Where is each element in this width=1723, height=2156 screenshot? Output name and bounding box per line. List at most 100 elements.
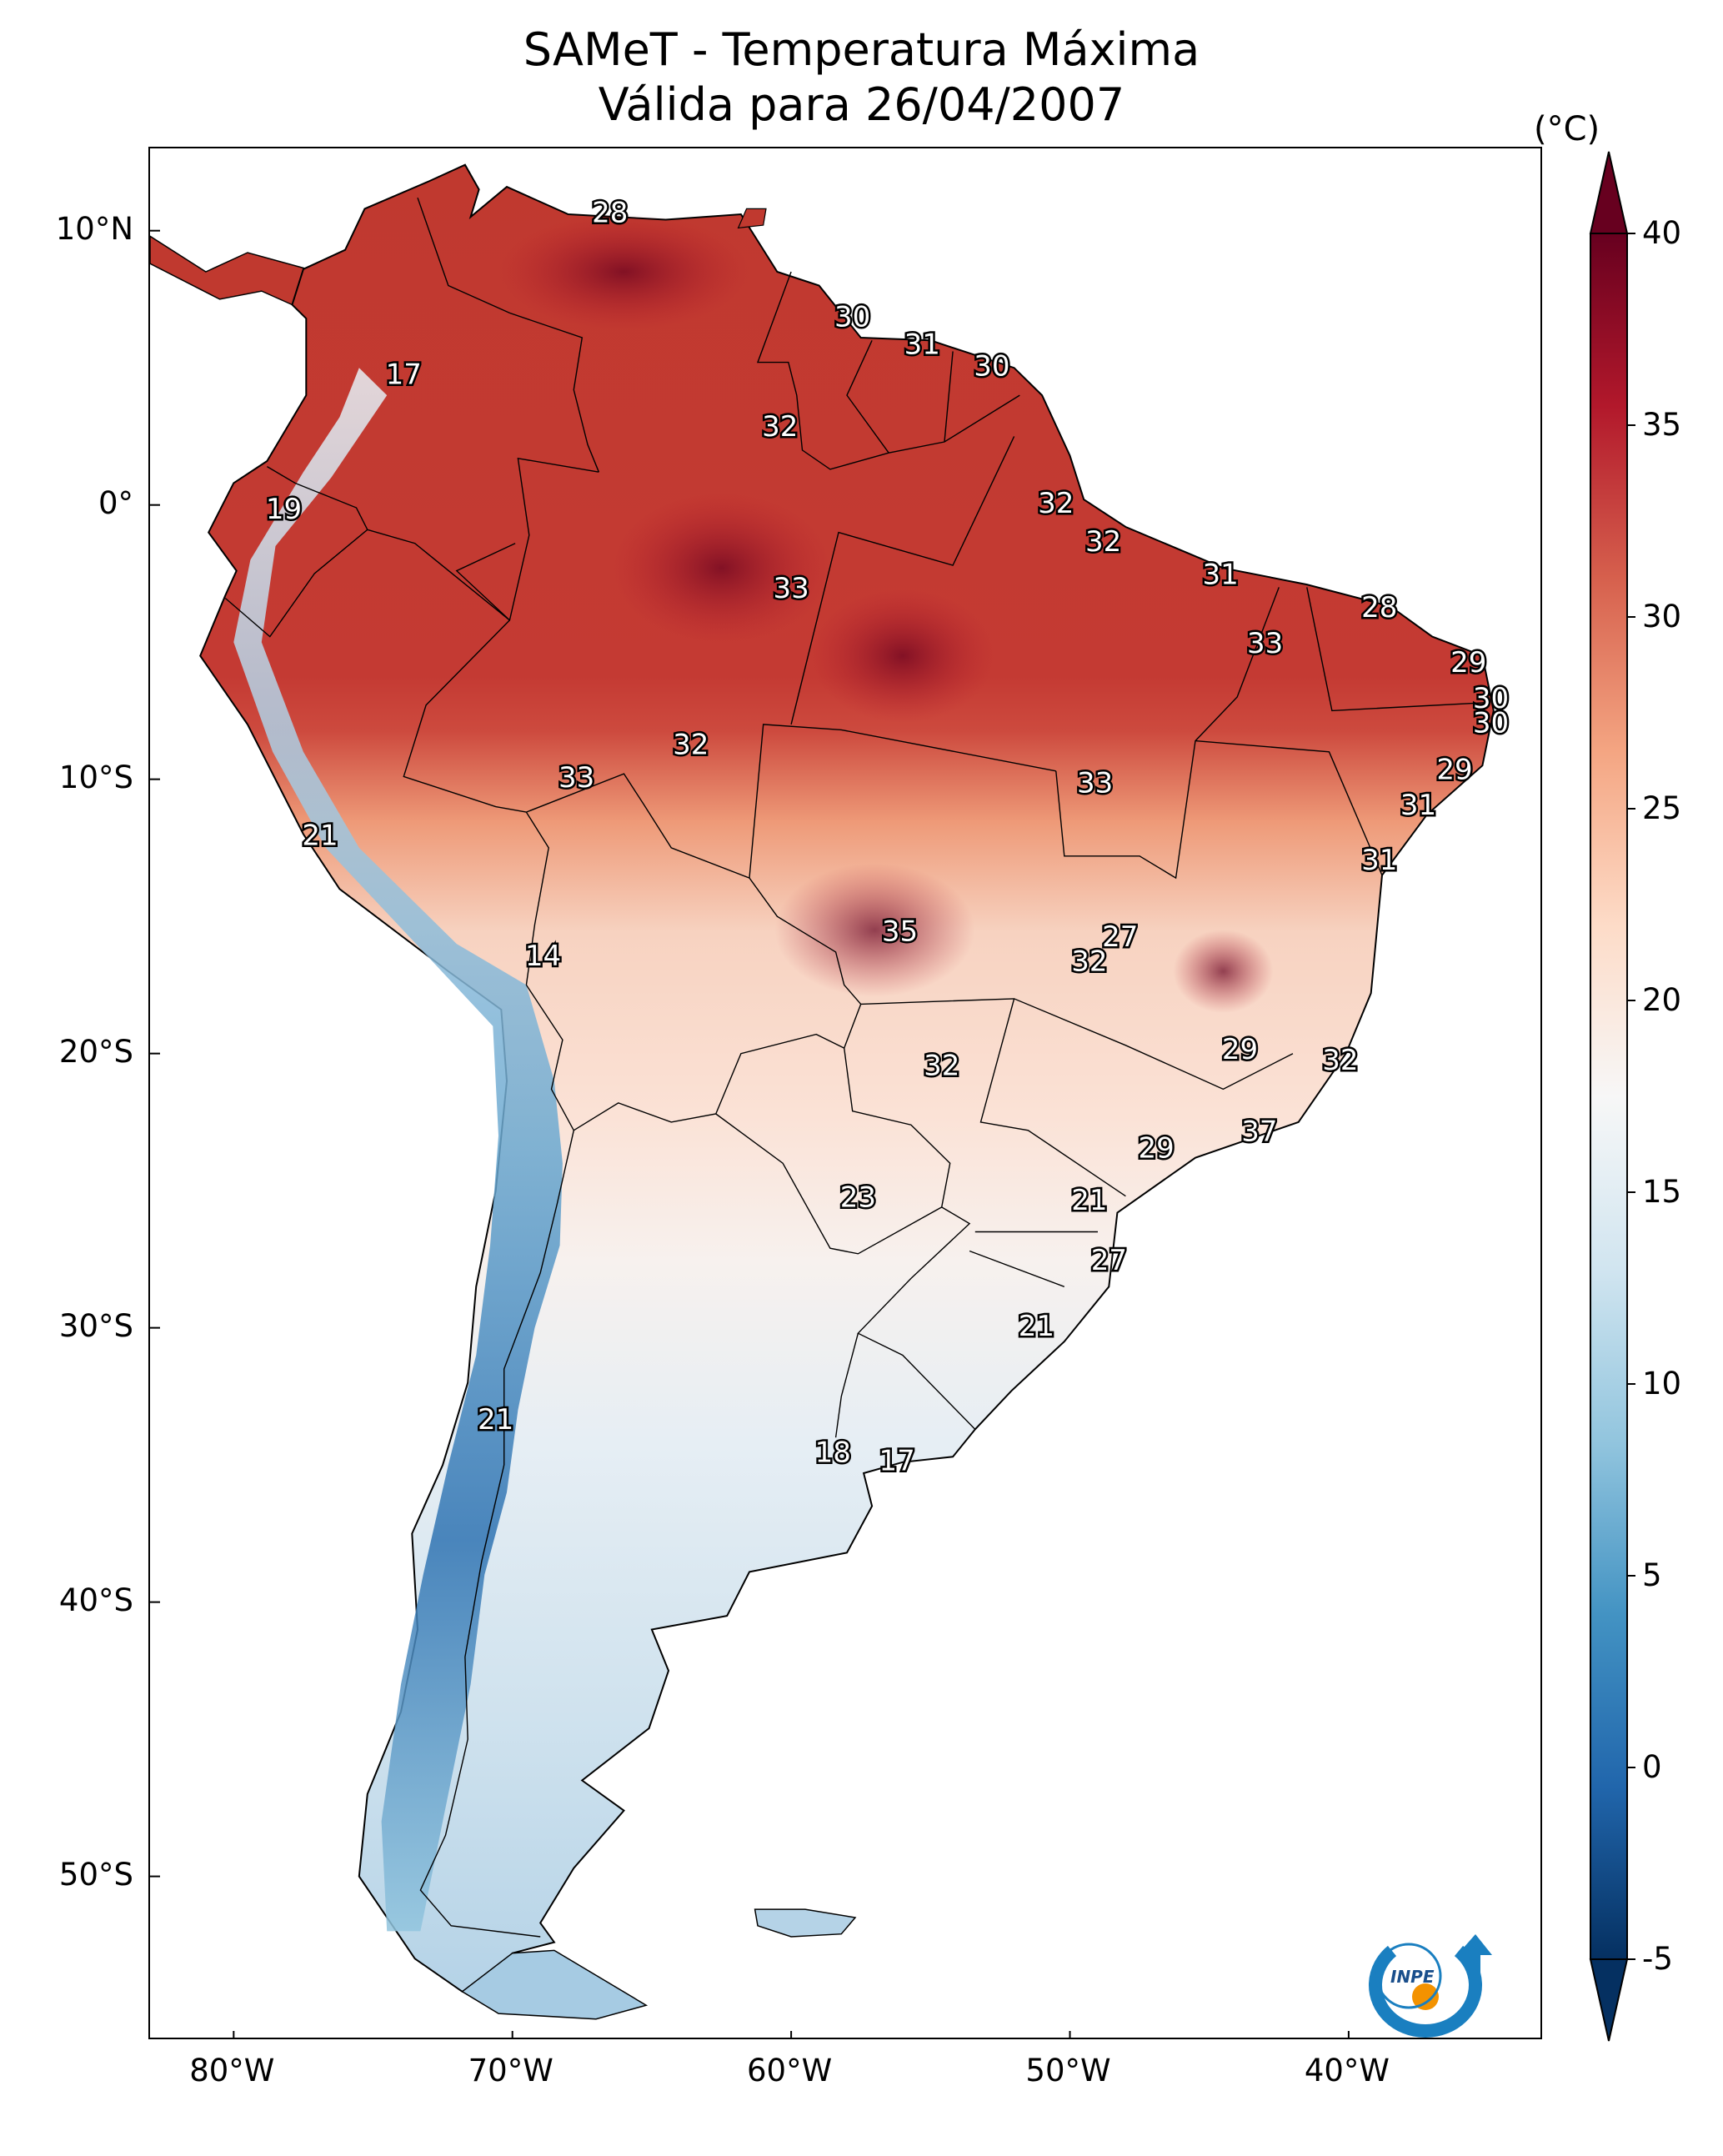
hot-spot [1173, 929, 1274, 1013]
colorbar-unit: (°C) [1534, 110, 1600, 148]
country-state-border [403, 457, 599, 813]
country-state-border [1306, 587, 1489, 712]
lat-tick-label: 10°N [55, 210, 133, 247]
hot-spot [498, 213, 749, 331]
country-state-border [834, 1333, 859, 1438]
map-title: SAMeT - Temperatura Máxima [523, 23, 1200, 76]
station-value-label: 32 [673, 729, 709, 762]
station-value-label: 30 [974, 350, 1009, 384]
colorbar-tick-label: 40 [1642, 215, 1682, 251]
station-value-label: 30 [1473, 682, 1509, 715]
country-state-border [756, 271, 1020, 470]
country-state-border [749, 724, 1056, 879]
lat-tick-label: 40°S [58, 1582, 133, 1618]
colorbar-tick-label: 10 [1642, 1366, 1682, 1401]
country-state-border [857, 1206, 976, 1430]
colorbar-tick-label: -5 [1642, 1941, 1673, 1977]
lat-tick-label: 20°S [58, 1033, 133, 1070]
logo-text: INPE [1390, 1967, 1435, 1987]
station-value-label: 23 [840, 1181, 876, 1215]
country-state-border [1055, 587, 1280, 880]
colorbar-tick-label: 30 [1642, 599, 1682, 634]
station-value-label: 21 [1019, 1310, 1054, 1343]
station-value-label: 21 [478, 1403, 513, 1436]
country-state-border [790, 436, 1015, 725]
station-value-label: 31 [904, 328, 940, 361]
country-state-border [419, 1130, 574, 1938]
colorbar [1589, 151, 1635, 2042]
station-value-label: 29 [1139, 1131, 1175, 1165]
station-value-label: 31 [1361, 844, 1397, 877]
station-value-label: 28 [1361, 591, 1397, 624]
central-america-land [150, 235, 318, 306]
country-state-border [525, 985, 862, 1131]
station-value-label: 33 [1247, 627, 1283, 660]
country-state-border [417, 197, 600, 473]
country-state-border [1195, 740, 1383, 876]
lat-tick-label: 30°S [58, 1307, 133, 1344]
lon-tick-label: 50°W [1025, 2053, 1111, 2088]
station-value-label: 29 [1436, 753, 1472, 786]
station-value-label: 32 [1085, 525, 1121, 559]
station-value-label: 29 [1222, 1033, 1258, 1066]
lon-tick-label: 60°W [747, 2053, 833, 2088]
colorbar-tick-label: 5 [1642, 1557, 1662, 1593]
station-value-label: 37 [1241, 1116, 1277, 1149]
station-value-label: 32 [1071, 945, 1107, 979]
colorbar-tick-label: 15 [1642, 1174, 1682, 1210]
lat-tick-label: 0° [98, 484, 133, 521]
lat-tick-label: 50°S [58, 1856, 133, 1893]
country-state-border [979, 998, 1126, 1197]
station-value-label: 27 [1102, 920, 1138, 954]
country-state-border [846, 340, 889, 454]
falkland-islands [754, 1908, 857, 1938]
colorbar-extend-min [1589, 1958, 1629, 2042]
station-value-label: 17 [879, 1444, 915, 1477]
station-value-label: 19 [266, 493, 302, 526]
station-value-label: 18 [815, 1436, 851, 1469]
colorbar-extend-max [1589, 151, 1629, 234]
country-state-border [860, 998, 1294, 1091]
station-value-label: 32 [762, 410, 798, 444]
country-state-border [525, 811, 549, 985]
colorbar-tick-label: 0 [1642, 1749, 1662, 1785]
country-state-border [455, 543, 516, 621]
colorbar-tick-label: 25 [1642, 790, 1682, 826]
station-value-label: 30 [1473, 706, 1509, 740]
station-value-label: 30 [834, 300, 870, 333]
tierra-del-fuego [461, 1949, 649, 2020]
station-value-label: 35 [882, 915, 918, 948]
andes-cool-band [233, 368, 563, 1932]
country-state-border [367, 529, 510, 621]
colorbar-tick-label: 20 [1642, 982, 1682, 1018]
hot-spot [810, 589, 994, 723]
colorbar-gradient [1590, 233, 1628, 1960]
country-state-border [944, 351, 954, 443]
station-value-label: 21 [302, 819, 338, 852]
map-subtitle: Válida para 26/04/2007 [598, 78, 1125, 131]
colorbar-tick-label: 35 [1642, 407, 1682, 443]
lon-tick-label: 70°W [468, 2053, 553, 2088]
country-state-border [715, 1048, 951, 1255]
station-value-label: 31 [1400, 789, 1436, 822]
station-value-label: 28 [592, 196, 628, 229]
station-value-label: 14 [525, 940, 561, 973]
south-america-land [199, 163, 1495, 1993]
country-state-border [969, 1250, 1065, 1287]
hot-spot [613, 493, 830, 644]
lon-tick-label: 40°W [1304, 2053, 1390, 2088]
station-value-label: 33 [558, 761, 594, 795]
station-value-label: 33 [1077, 767, 1113, 800]
station-value-label: 21 [1071, 1184, 1107, 1217]
station-value-label: 31 [1202, 559, 1238, 592]
inpe-logo: INPE [1369, 1934, 1492, 2038]
trinidad-island [737, 208, 767, 229]
station-value-label: 32 [924, 1050, 959, 1083]
station-value-label: 32 [1038, 487, 1074, 520]
map-panel: 28 30 31 30 17 32 19 32 32 31 33 28 33 29 30 30 32 29 33 33… [148, 147, 1542, 2039]
hot-spot [774, 863, 975, 997]
lon-tick-label: 80°W [189, 2053, 275, 2088]
station-value-label: 17 [386, 358, 422, 392]
station-value-label: 29 [1450, 646, 1486, 679]
